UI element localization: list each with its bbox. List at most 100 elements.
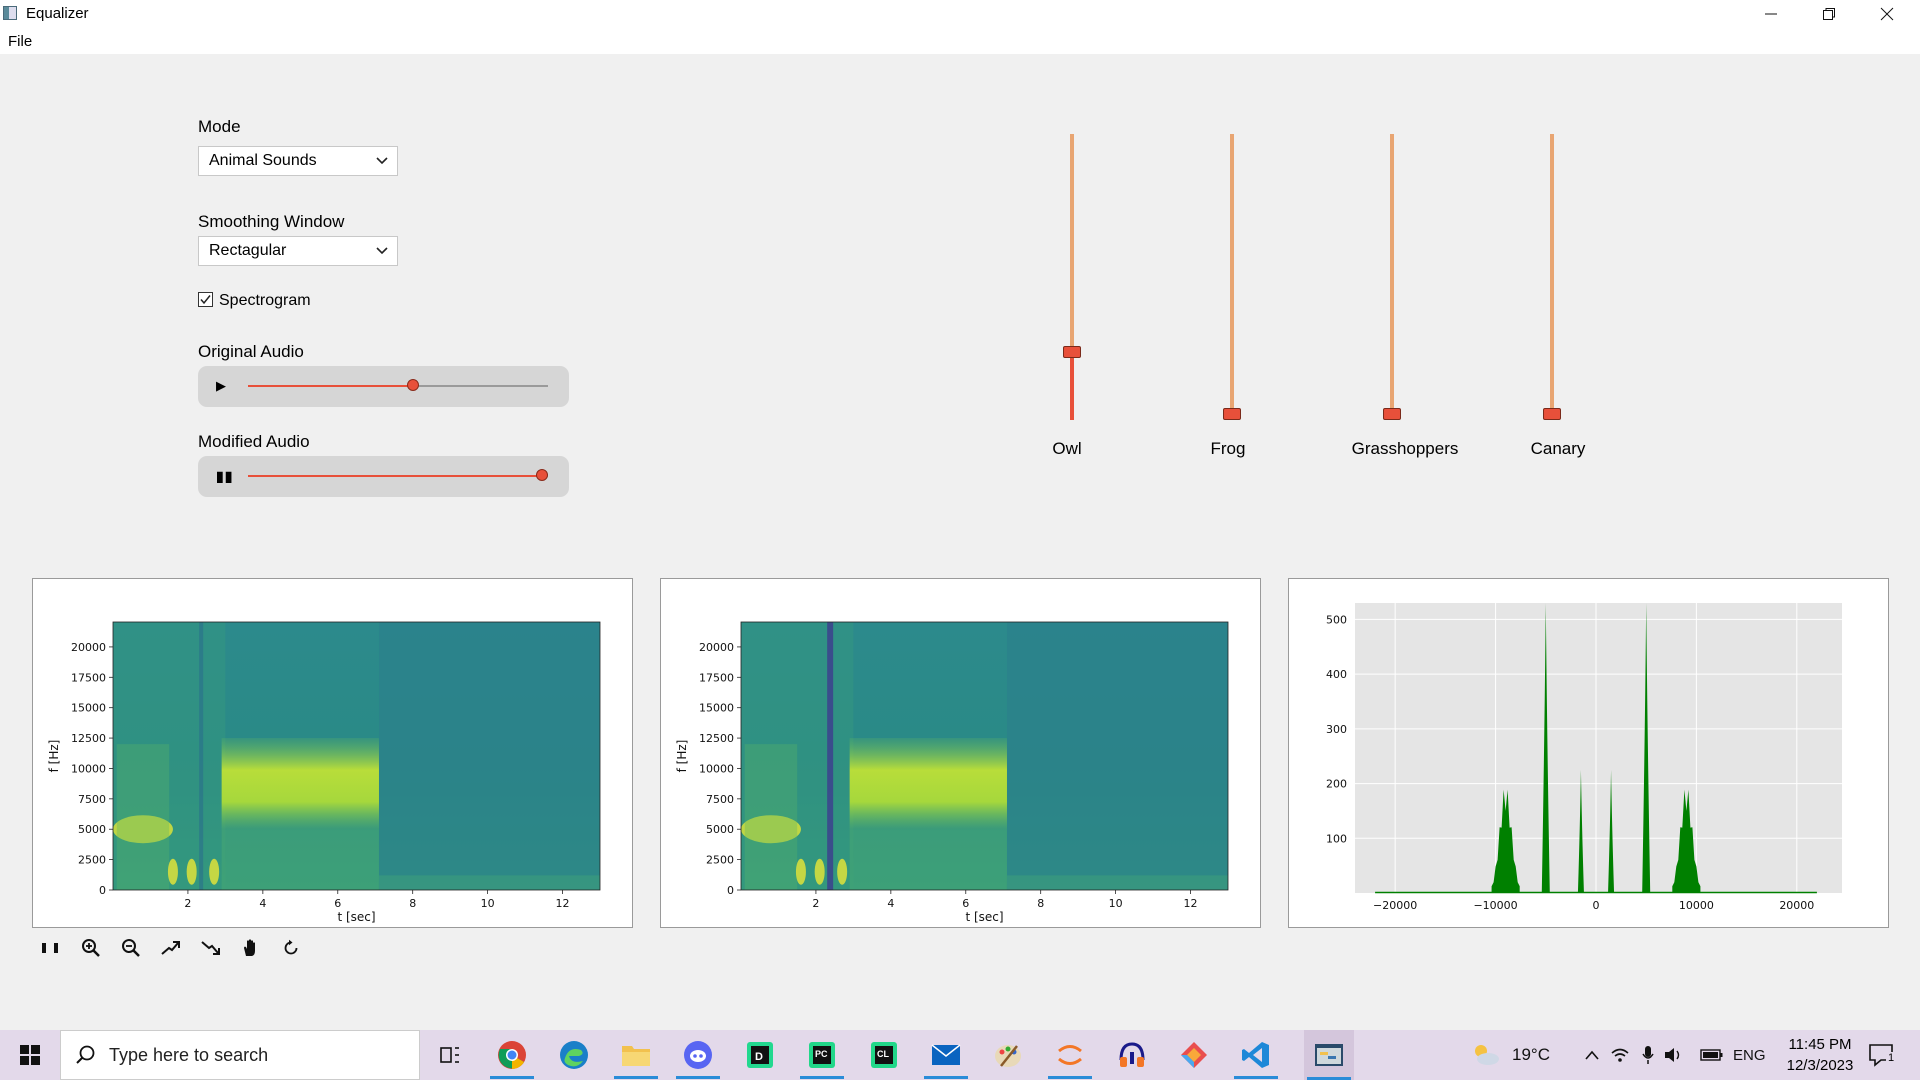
- reset-button[interactable]: [278, 937, 304, 959]
- audacity-icon[interactable]: [1116, 1039, 1148, 1071]
- volume-icon[interactable]: [1658, 1039, 1690, 1071]
- task-view-icon[interactable]: [434, 1039, 466, 1071]
- pause-icon[interactable]: ▮▮: [216, 468, 234, 484]
- slider-canary[interactable]: [1543, 134, 1561, 420]
- spectrogram-blob: [186, 858, 197, 885]
- smoothing-window-combobox[interactable]: Rectagular: [198, 236, 398, 266]
- clock-time: 11:45 PM: [1788, 1036, 1852, 1053]
- python-app-icon[interactable]: [1304, 1030, 1354, 1080]
- spectrogram-stripe: [827, 622, 834, 890]
- spectrogram-band-low: [221, 829, 379, 890]
- close-button[interactable]: [1858, 0, 1916, 28]
- modified-audio-label: Modified Audio: [198, 432, 310, 451]
- notifications-icon[interactable]: 1: [1866, 1039, 1898, 1071]
- x-tick-label: 20000: [1779, 899, 1814, 912]
- y-tick-label: 200: [1326, 778, 1347, 791]
- language-indicator[interactable]: ENG: [1733, 1047, 1766, 1064]
- spectrogram-blob: [795, 858, 806, 885]
- spectrogram-owl-band: [741, 815, 801, 844]
- notification-count: 1: [1886, 1052, 1897, 1064]
- slider-handle[interactable]: [1063, 346, 1081, 359]
- discord-icon[interactable]: [676, 1039, 720, 1079]
- y-tick-label: 0: [99, 884, 106, 897]
- mode-combobox[interactable]: Animal Sounds: [198, 146, 398, 176]
- x-tick-label: 10000: [1679, 899, 1714, 912]
- active-indicator: [1234, 1076, 1278, 1079]
- zoom-out-button[interactable]: [118, 937, 144, 959]
- trend-up-icon: [161, 941, 180, 955]
- original-audio-seekbar[interactable]: [248, 379, 548, 391]
- x-tick-label: 8: [1037, 897, 1044, 910]
- seekbar-handle[interactable]: [536, 469, 548, 481]
- slider-frog[interactable]: [1223, 134, 1241, 420]
- weather-icon: [1470, 1039, 1502, 1071]
- slow-down-button[interactable]: [198, 937, 224, 959]
- windows-start-icon[interactable]: [14, 1039, 46, 1071]
- active-indicator: [614, 1076, 658, 1079]
- seekbar-handle[interactable]: [407, 379, 419, 391]
- active-indicator: [1307, 1077, 1351, 1080]
- reset-icon: [284, 939, 298, 955]
- x-tick-label: 10: [481, 897, 495, 910]
- pycharm-icon[interactable]: PC: [800, 1039, 844, 1079]
- plot-background: [1355, 603, 1842, 893]
- taskbar-search-box[interactable]: Type here to search: [60, 1030, 420, 1080]
- pan-button[interactable]: [238, 937, 264, 959]
- original-spectrogram-chart: 0 2500 5000 7500 10000 12500 15000 17500 20000 2 4…: [47, 621, 601, 924]
- chrome-icon[interactable]: [490, 1039, 534, 1079]
- trend-down-icon: [201, 941, 220, 955]
- zoom-in-button[interactable]: [78, 937, 104, 959]
- battery-icon[interactable]: [1696, 1039, 1728, 1071]
- smoothing-window-value: Rectagular: [209, 242, 287, 259]
- search-placeholder: Type here to search: [109, 1045, 269, 1065]
- speed-up-button[interactable]: [158, 937, 184, 959]
- active-indicator: [676, 1076, 720, 1079]
- x-tick-label: 10: [1109, 897, 1123, 910]
- minimize-button[interactable]: [1742, 0, 1800, 28]
- checkmark-icon: [200, 295, 211, 305]
- x-tick-label: 0: [1592, 899, 1599, 912]
- clock[interactable]: 11:45 PM 12/3/2023: [1778, 1034, 1862, 1076]
- slider-grasshoppers[interactable]: [1383, 134, 1401, 420]
- active-indicator: [1048, 1076, 1092, 1079]
- slider-owl[interactable]: [1063, 134, 1081, 420]
- plot-frame: [740, 621, 1229, 891]
- hand-icon: [244, 939, 255, 956]
- chevron-up-icon[interactable]: [1576, 1039, 1608, 1071]
- gitkraken-icon[interactable]: [1178, 1039, 1210, 1071]
- menu-bar: File: [0, 28, 1920, 54]
- svg-text:PC: PC: [815, 1049, 828, 1059]
- microphone-icon[interactable]: [1632, 1039, 1664, 1071]
- active-indicator: [924, 1076, 968, 1079]
- menu-file[interactable]: File: [8, 33, 33, 50]
- spectrogram-checkbox[interactable]: [198, 292, 213, 307]
- slider-handle[interactable]: [1223, 408, 1241, 420]
- chevron-down-icon: [376, 157, 388, 165]
- original-spectrogram-plot: 0 2500 5000 7500 10000 12500 15000 17500 20000 2 4…: [32, 578, 633, 928]
- datagrip-icon[interactable]: D: [744, 1039, 776, 1071]
- y-tick-label: 20000: [71, 641, 106, 654]
- x-tick-label: 12: [556, 897, 570, 910]
- wifi-icon[interactable]: [1604, 1039, 1636, 1071]
- clion-icon[interactable]: CL: [868, 1039, 900, 1071]
- jupyter-icon[interactable]: [1048, 1039, 1092, 1079]
- play-icon[interactable]: ▶: [216, 378, 226, 393]
- restore-button[interactable]: [1800, 0, 1858, 28]
- y-axis-label: f [Hz]: [47, 740, 61, 773]
- slider-label-grasshoppers: Grasshoppers: [1351, 439, 1459, 458]
- mail-icon[interactable]: [924, 1039, 968, 1079]
- slider-handle[interactable]: [1383, 408, 1401, 420]
- x-axis-label: t [sec]: [337, 910, 375, 924]
- modified-audio-seekbar[interactable]: [248, 469, 548, 481]
- edge-icon[interactable]: [558, 1039, 590, 1071]
- paint-icon[interactable]: [992, 1039, 1024, 1071]
- taskbar: Type here to search D PC CL: [0, 1030, 1920, 1080]
- pause-toolbar-button[interactable]: [38, 937, 64, 959]
- file-explorer-icon[interactable]: [614, 1039, 658, 1079]
- smoothing-window-label: Smoothing Window: [198, 212, 345, 231]
- slider-handle[interactable]: [1543, 408, 1561, 420]
- vscode-icon[interactable]: [1234, 1039, 1278, 1079]
- y-tick-label: 2500: [78, 854, 106, 867]
- spectrogram-quiet-region: [1006, 622, 1228, 890]
- frequency-domain-plot: −20000 −10000 0 10000 20000 100 200 300 400 500: [1288, 578, 1889, 928]
